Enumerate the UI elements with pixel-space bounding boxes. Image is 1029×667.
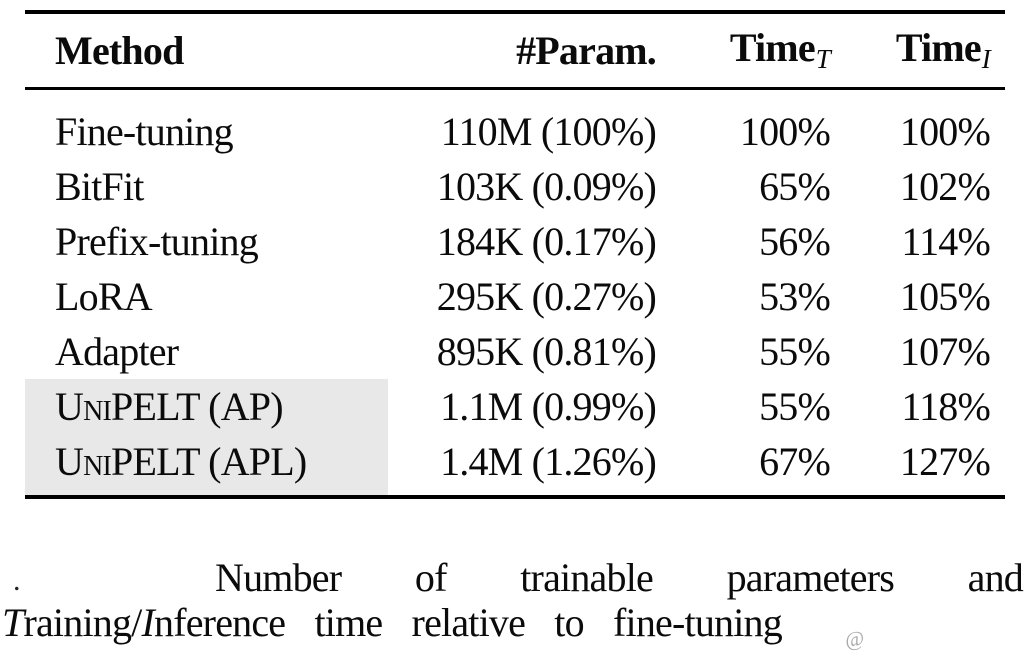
time-inference-cell: 107% (899, 328, 991, 374)
method-cell: BitFit (55, 163, 144, 209)
time-i-subscript: I (981, 44, 991, 74)
param-cell: 1.1M (0.99%) (440, 383, 657, 429)
table-row: BitFit 103K (0.09%) 65% 102% (25, 159, 1005, 214)
caption-italic-t: T (2, 600, 24, 645)
time-t-subscript: T (815, 44, 831, 74)
table-header-row: Method #Param. TimeT TimeI (25, 12, 1005, 90)
method-cell: Fine-tuning (55, 108, 234, 154)
time-training-cell: 56% (759, 218, 831, 264)
time-training-cell: 67% (759, 438, 831, 484)
time-training-cell: 100% (739, 108, 831, 154)
time-training-cell: 53% (759, 273, 831, 319)
param-cell: 110M (100%) (440, 108, 657, 154)
caption-word: and (967, 555, 1024, 600)
param-cell: 103K (0.09%) (436, 163, 657, 209)
time-training-cell: 55% (759, 383, 831, 429)
table-row-unipelt-ap: UniPELT (AP) 1.1M (0.99%) 55% 118% (25, 379, 1005, 434)
table-row: LoRA 295K (0.27%) 53% 105% (25, 269, 1005, 324)
time-inference-cell: 105% (899, 273, 991, 319)
table-row: Prefix-tuning 184K (0.17%) 56% 114% (25, 214, 1005, 269)
time-inference-cell: 114% (901, 218, 990, 264)
caption-text: raining/ (23, 600, 142, 645)
table-row-unipelt-apl: UniPELT (APL) 1.4M (1.26%) 67% 127% (25, 434, 1005, 497)
method-cell: Adapter (55, 328, 179, 374)
col-header-method: Method (25, 12, 388, 90)
caption-word: trainable (520, 555, 654, 600)
caption-orphan-dot: . (13, 564, 20, 597)
time-i-label: Time (895, 25, 982, 70)
time-t-label: Time (729, 25, 816, 70)
method-cell: LoRA (55, 273, 153, 319)
highlighted-method-cell: UniPELT (APL) (25, 434, 388, 497)
results-table: Method #Param. TimeT TimeI Fine-tuning 1… (25, 10, 1005, 499)
method-cell: Prefix-tuning (55, 218, 259, 264)
caption-italic-i: I (141, 600, 154, 645)
table-row: Fine-tuning 110M (100%) 100% 100% (25, 89, 1005, 160)
highlighted-method-cell: UniPELT (AP) (25, 379, 388, 434)
col-header-time-training: TimeT (668, 12, 835, 90)
caption-line-1: Number of trainable parameters and (215, 555, 1024, 600)
caption-line-2: Training/Inference time relative to fine… (2, 600, 783, 645)
caption-text: time relative to fine-tuning (285, 600, 782, 645)
time-inference-cell: 127% (899, 438, 991, 484)
param-cell: 295K (0.27%) (436, 273, 657, 319)
param-cell: 895K (0.81%) (436, 328, 657, 374)
param-cell: 184K (0.17%) (436, 218, 657, 264)
time-training-cell: 65% (759, 163, 831, 209)
time-inference-cell: 100% (899, 108, 991, 154)
time-training-cell: 55% (759, 328, 831, 374)
caption-text: nference (154, 600, 286, 645)
time-inference-cell: 102% (899, 163, 991, 209)
caption-word: of (414, 555, 448, 600)
time-inference-cell: 118% (901, 383, 990, 429)
watermark-icon: @ (842, 625, 867, 653)
col-header-param: #Param. (388, 12, 668, 90)
col-header-time-inference: TimeI (835, 12, 1005, 90)
caption-word: Number (215, 555, 342, 600)
caption-word: parameters (726, 555, 895, 600)
param-cell: 1.4M (1.26%) (440, 438, 657, 484)
table-row: Adapter 895K (0.81%) 55% 107% (25, 324, 1005, 379)
